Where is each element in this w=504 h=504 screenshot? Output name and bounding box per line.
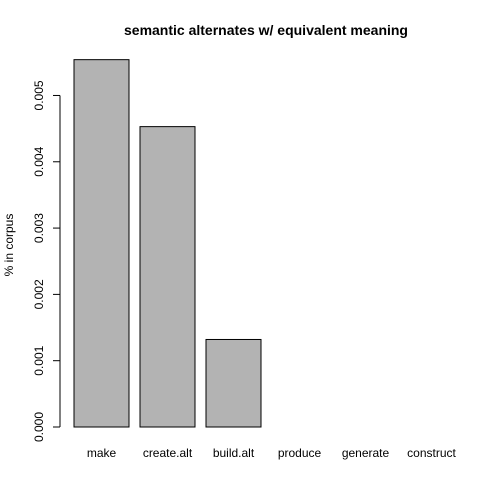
x-tick-label: generate (342, 446, 390, 460)
y-axis-label: % in corpus (2, 214, 16, 277)
y-tick-label: 0.002 (32, 279, 46, 309)
x-tick-label: create.alt (143, 446, 193, 460)
y-tick-label: 0.000 (32, 412, 46, 442)
y-tick-label: 0.005 (32, 80, 46, 110)
y-axis: 0.000 0.001 0.002 0.003 0.004 0.005 (32, 80, 61, 442)
bar-create-alt (139, 126, 196, 428)
y-tick-label: 0.001 (32, 345, 46, 375)
y-tick-label: 0.003 (32, 213, 46, 243)
x-axis-labels: make create.alt build.alt produce generate co… (87, 446, 457, 460)
x-tick-label: make (87, 446, 117, 460)
chart-title: semantic alternates w/ equivalent meanin… (124, 22, 408, 38)
x-tick-label: construct (407, 446, 456, 460)
x-tick-label: produce (278, 446, 322, 460)
y-tick-label: 0.004 (32, 146, 46, 176)
bar-build-alt (205, 338, 262, 428)
bars (73, 59, 262, 428)
bar-make (73, 59, 130, 428)
x-tick-label: build.alt (213, 446, 255, 460)
